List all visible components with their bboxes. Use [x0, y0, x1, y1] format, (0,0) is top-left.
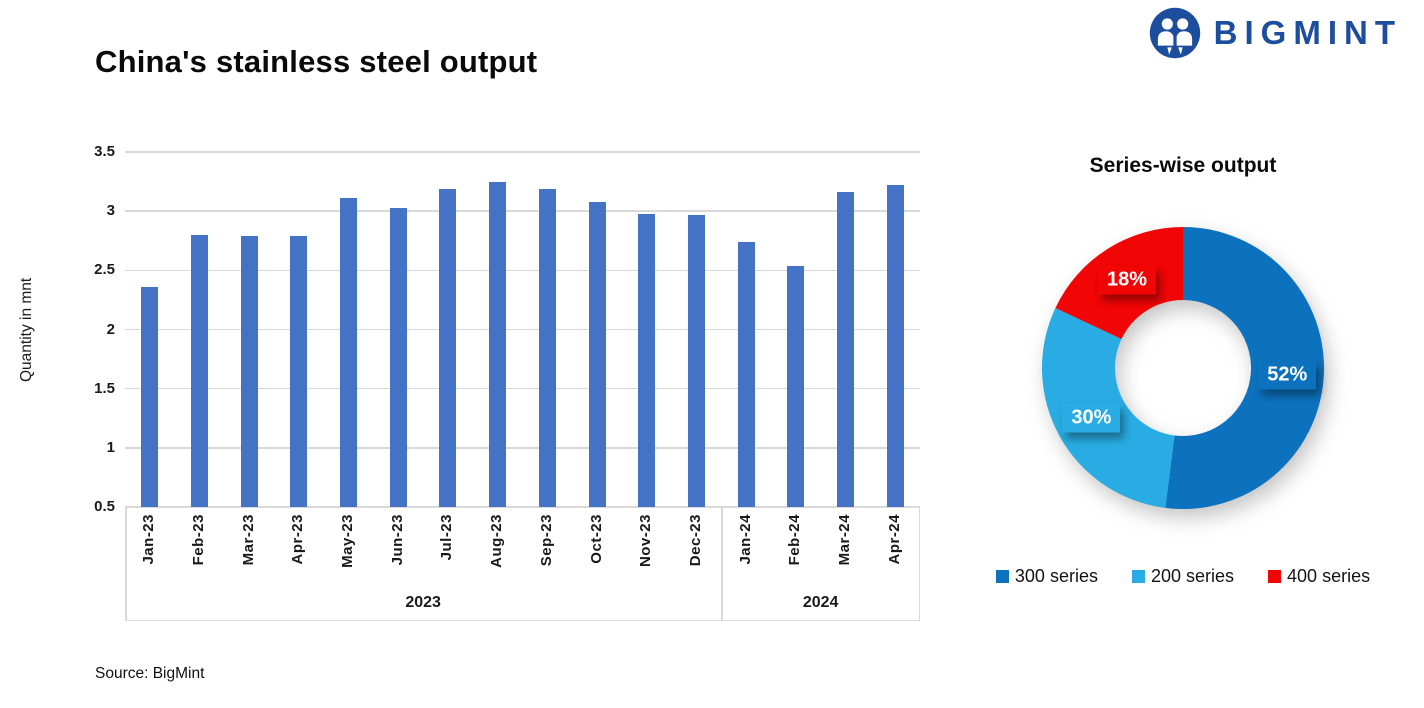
bar	[141, 286, 159, 507]
bar	[439, 188, 457, 507]
x-tick-label: May-23	[339, 514, 357, 568]
legend-swatch-icon	[1131, 570, 1145, 583]
bar-plot-area	[125, 151, 920, 508]
y-tick-label: 2	[106, 320, 115, 338]
x-tick-label: Oct-23	[587, 514, 605, 564]
pie-chart-title: Series-wise output	[1089, 154, 1277, 177]
legend-label: 400 series	[1287, 566, 1371, 586]
bar	[489, 181, 507, 507]
pie-legend: 300 series 200 series 400 series	[951, 566, 1415, 587]
pie-data-label: 18%	[1097, 265, 1157, 295]
x-tick-label: Mar-24	[835, 514, 853, 566]
x-tick-label: Dec-23	[686, 514, 704, 567]
bar	[389, 207, 407, 507]
x-tick-label: Apr-24	[885, 514, 903, 565]
legend-item-300-series: 300 series	[995, 566, 1098, 587]
axis-separator	[125, 508, 127, 621]
pie-chart-section: Series-wise output 300 series 200 series 4…	[951, 140, 1415, 620]
x-tick-label: Aug-23	[488, 514, 506, 568]
gridline	[125, 447, 920, 449]
bar	[787, 265, 805, 507]
x-tick-label: Jul-23	[438, 514, 456, 561]
gridline	[125, 210, 920, 212]
x-tick-label: Jan-24	[736, 514, 754, 565]
page-title: China's stainless steel output	[95, 44, 538, 79]
bar	[538, 188, 556, 507]
bigmint-logo: BIGMINT	[1148, 6, 1402, 60]
logo-mark-icon	[1149, 7, 1200, 59]
axis-separator	[918, 508, 920, 621]
bar	[638, 213, 656, 507]
x-tick-label: Apr-23	[289, 514, 307, 565]
logo-text: BIGMINT	[1213, 14, 1402, 51]
donut-slice-300-series	[1165, 227, 1325, 510]
bar	[886, 185, 904, 507]
pie-data-label: 30%	[1062, 403, 1121, 433]
legend-item-400-series: 400 series	[1268, 566, 1370, 587]
legend-item-200-series: 200 series	[1131, 566, 1235, 587]
bar	[191, 234, 209, 507]
x-tick-label: Mar-23	[239, 514, 257, 566]
bar	[687, 214, 705, 507]
bar	[340, 198, 358, 507]
legend-swatch-icon	[1268, 570, 1282, 583]
legend-label: 200 series	[1150, 566, 1235, 586]
y-tick-label: 1.5	[94, 379, 115, 397]
gridline	[125, 328, 920, 331]
year-group-label: 2024	[802, 594, 839, 611]
legend-label: 300 series	[1014, 566, 1098, 586]
y-tick-label: 3.5	[94, 143, 115, 160]
y-tick-label: 1	[106, 438, 115, 456]
axis-separator	[721, 508, 723, 621]
bar-y-axis: 0.5 1 1.5 2 2.5 3 3.5	[45, 143, 115, 515]
x-tick-label: Sep-23	[537, 514, 555, 567]
y-tick-label: 3	[106, 202, 115, 220]
donut-chart	[1042, 227, 1325, 510]
bar	[836, 192, 854, 507]
bar	[737, 241, 755, 507]
bar-y-axis-title: Quantity in mnt	[18, 277, 35, 382]
bar	[290, 236, 308, 507]
bar-x-axis: Jan-23 Feb-23 Mar-23 Apr-23 May-23 Jun-23 Jul-…	[125, 508, 920, 621]
x-tick-label: Feb-23	[190, 514, 208, 566]
gridline	[125, 387, 920, 390]
x-tick-label: Jan-23	[140, 514, 158, 565]
gridline	[125, 506, 920, 508]
gridline	[125, 269, 920, 272]
source-note: Source: BigMint	[95, 665, 205, 682]
y-tick-label: 0.5	[94, 498, 115, 515]
y-tick-label: 2.5	[94, 261, 115, 279]
bar	[588, 201, 606, 507]
bar	[240, 236, 258, 507]
x-tick-label: Nov-23	[637, 514, 655, 568]
gridline	[125, 151, 920, 153]
x-tick-label: Feb-24	[786, 514, 804, 566]
x-tick-label: Jun-23	[388, 514, 406, 566]
pie-data-label: 52%	[1258, 360, 1317, 390]
year-group-label: 2023	[405, 594, 441, 611]
legend-swatch-icon	[995, 570, 1009, 583]
